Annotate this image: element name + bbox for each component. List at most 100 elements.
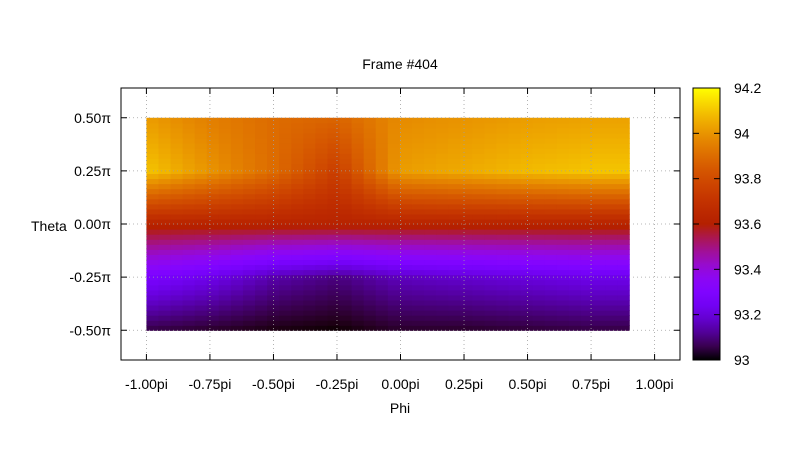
heatmap-cell (315, 289, 329, 296)
heatmap-cell (375, 163, 389, 169)
heatmap-cell (496, 234, 510, 240)
heatmap-cell (230, 239, 244, 245)
axis-ticks (121, 88, 680, 360)
heatmap-cell (484, 168, 498, 175)
heatmap-cell (605, 249, 618, 255)
heatmap-cell (387, 148, 401, 154)
heatmap-cell (424, 183, 437, 190)
heatmap-cell (411, 158, 425, 164)
heatmap-cell (556, 259, 570, 266)
heatmap-cell (194, 183, 208, 190)
heatmap-cell (496, 274, 510, 281)
heatmap-cell (472, 284, 485, 291)
heatmap-cell (484, 299, 498, 306)
heatmap-cell (375, 117, 389, 124)
heatmap-cell (605, 148, 618, 154)
heatmap-cell (387, 208, 401, 215)
heatmap-cell (194, 269, 208, 276)
heatmap-cell (448, 127, 461, 134)
heatmap-cell (291, 127, 304, 134)
heatmap-cell (291, 269, 304, 276)
heatmap-cell (315, 259, 329, 266)
heatmap-cell (436, 218, 449, 225)
heatmap-cell (544, 269, 558, 276)
heatmap-cell (472, 325, 485, 331)
heatmap-cell (436, 193, 449, 200)
heatmap-cell (424, 254, 437, 261)
heatmap-cell (399, 249, 413, 255)
heatmap-cell (508, 193, 522, 200)
heatmap-cell (556, 284, 570, 291)
heatmap-cell (230, 132, 244, 139)
heatmap-cell (351, 132, 365, 139)
heatmap-cell (568, 320, 582, 326)
heatmap-cell (484, 310, 498, 316)
heatmap-cell (339, 320, 353, 326)
heatmap-cell (617, 183, 630, 190)
heatmap-cell (532, 315, 546, 321)
heatmap-cell (339, 284, 353, 291)
heatmap-cell (520, 173, 534, 180)
heatmap-cell (279, 188, 292, 195)
heatmap-cell (484, 193, 498, 200)
heatmap-cell (363, 183, 377, 190)
heatmap-cell (242, 163, 256, 169)
heatmap-cell (375, 148, 389, 154)
heatmap-cell (339, 299, 353, 306)
heatmap-cell (448, 198, 461, 205)
heatmap-cell (170, 143, 184, 149)
heatmap-cell (605, 158, 618, 164)
heatmap-cell (267, 299, 280, 306)
heatmap-cell (592, 158, 606, 164)
x-tick-label: 0.75pi (572, 376, 610, 392)
heatmap-cell (460, 158, 473, 164)
heatmap-cell (315, 294, 329, 301)
heatmap-cell (508, 117, 522, 124)
heatmap-cell (399, 218, 413, 225)
heatmap-cell (399, 163, 413, 169)
heatmap-cell (568, 269, 582, 276)
heatmap-cell (472, 304, 485, 311)
heatmap-cell (508, 148, 522, 154)
heatmap-cell (339, 239, 353, 245)
heatmap-cell (544, 143, 558, 149)
heatmap-cell (158, 137, 172, 144)
heatmap-cell (448, 193, 461, 200)
heatmap-cell (520, 208, 534, 215)
heatmap-cell (291, 203, 304, 210)
heatmap-cell (146, 325, 160, 331)
heatmap-cell (182, 279, 196, 286)
heatmap-cell (424, 289, 437, 296)
heatmap-cell (460, 143, 473, 149)
heatmap-cell (363, 193, 377, 200)
heatmap-cell (556, 158, 570, 164)
heatmap-cell (424, 229, 437, 235)
heatmap-cell (158, 310, 172, 316)
heatmap-cell (605, 173, 618, 180)
heatmap-cell (484, 284, 498, 291)
heatmap-cell (411, 259, 425, 266)
heatmap-cell (158, 198, 172, 205)
heatmap-cell (170, 198, 184, 205)
heatmap-cell (387, 188, 401, 195)
heatmap-cell (375, 304, 389, 311)
heatmap-cell (182, 122, 196, 129)
heatmap-cell (375, 254, 389, 261)
heatmap-cell (580, 234, 594, 240)
heatmap-cell (146, 143, 160, 149)
heatmap-cell (291, 163, 304, 169)
heatmap-cell (351, 117, 365, 124)
heatmap-cell (146, 284, 160, 291)
heatmap-cell (291, 304, 304, 311)
heatmap-cell (315, 148, 329, 154)
heatmap-cell (617, 137, 630, 144)
heatmap-cell (255, 163, 268, 169)
heatmap-cell (592, 143, 606, 149)
heatmap-cell (496, 193, 510, 200)
heatmap-cell (460, 132, 473, 139)
heatmap-cell (617, 132, 630, 139)
heatmap-cell (351, 122, 365, 129)
heatmap-cell (387, 294, 401, 301)
heatmap-cell (532, 173, 546, 180)
